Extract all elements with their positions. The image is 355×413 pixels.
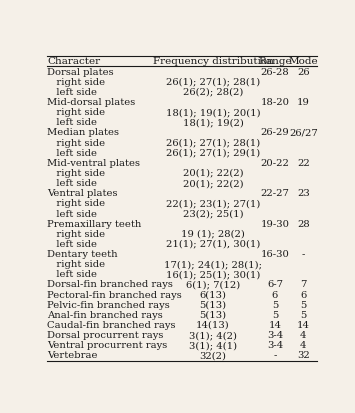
Text: right side: right side	[47, 260, 105, 268]
Text: 28: 28	[297, 219, 310, 228]
Text: 16-30: 16-30	[261, 249, 289, 259]
Text: 6(13): 6(13)	[200, 290, 226, 299]
Text: 7: 7	[300, 280, 306, 289]
Text: 17(1); 24(1); 28(1);: 17(1); 24(1); 28(1);	[164, 260, 262, 268]
Text: left side: left side	[47, 88, 97, 97]
Text: 23: 23	[297, 189, 310, 198]
Text: 26(2); 28(2): 26(2); 28(2)	[183, 88, 243, 97]
Text: right side: right side	[47, 108, 105, 117]
Text: Character: Character	[47, 57, 100, 66]
Text: 26-28: 26-28	[261, 67, 289, 76]
Text: 19-30: 19-30	[261, 219, 289, 228]
Text: 20(1); 22(2): 20(1); 22(2)	[182, 169, 243, 178]
Text: 6(1); 7(12): 6(1); 7(12)	[186, 280, 240, 289]
Text: right side: right side	[47, 199, 105, 208]
Text: -: -	[302, 249, 305, 259]
Text: Dorsal plates: Dorsal plates	[47, 67, 114, 76]
Text: left side: left side	[47, 148, 97, 157]
Text: 19: 19	[297, 98, 310, 107]
Text: Ventral procurrent rays: Ventral procurrent rays	[47, 340, 167, 349]
Text: 5: 5	[300, 310, 306, 319]
Text: right side: right side	[47, 78, 105, 86]
Text: 3-4: 3-4	[267, 330, 283, 339]
Text: Premaxillary teeth: Premaxillary teeth	[47, 219, 142, 228]
Text: 16(1); 25(1); 30(1): 16(1); 25(1); 30(1)	[166, 270, 260, 279]
Text: 21(1); 27(1), 30(1): 21(1); 27(1), 30(1)	[166, 240, 260, 248]
Text: 32(2): 32(2)	[200, 351, 226, 360]
Text: Vertebrae: Vertebrae	[47, 351, 98, 360]
Text: 18(1); 19(1); 20(1): 18(1); 19(1); 20(1)	[166, 108, 260, 117]
Text: Dentary teeth: Dentary teeth	[47, 249, 118, 259]
Text: left side: left side	[47, 270, 97, 279]
Text: Dorsal-fin branched rays: Dorsal-fin branched rays	[47, 280, 173, 289]
Text: 26/27: 26/27	[289, 128, 318, 137]
Text: 5: 5	[272, 310, 278, 319]
Text: 14: 14	[268, 320, 282, 329]
Text: Mid-dorsal plates: Mid-dorsal plates	[47, 98, 135, 107]
Text: right side: right side	[47, 229, 105, 238]
Text: 22(1); 23(1); 27(1): 22(1); 23(1); 27(1)	[166, 199, 260, 208]
Text: 26(1); 27(1); 29(1): 26(1); 27(1); 29(1)	[166, 148, 260, 157]
Text: 6-7: 6-7	[267, 280, 283, 289]
Text: 3(1); 4(1): 3(1); 4(1)	[189, 340, 237, 349]
Text: Dorsal procurrent rays: Dorsal procurrent rays	[47, 330, 164, 339]
Text: Frequency distribution: Frequency distribution	[153, 57, 273, 66]
Text: 22: 22	[297, 159, 310, 167]
Text: 6: 6	[300, 290, 306, 299]
Text: Mid-ventral plates: Mid-ventral plates	[47, 159, 140, 167]
Text: 20-22: 20-22	[261, 159, 289, 167]
Text: 26-29: 26-29	[261, 128, 289, 137]
Text: Ventral plates: Ventral plates	[47, 189, 118, 198]
Text: 23(2); 25(1): 23(2); 25(1)	[182, 209, 243, 218]
Text: 22-27: 22-27	[261, 189, 289, 198]
Text: Anal-fin branched rays: Anal-fin branched rays	[47, 310, 163, 319]
Text: Median plates: Median plates	[47, 128, 119, 137]
Text: left side: left side	[47, 118, 97, 127]
Text: 5(13): 5(13)	[200, 300, 226, 309]
Text: 3(1); 4(2): 3(1); 4(2)	[189, 330, 237, 339]
Text: 20(1); 22(2): 20(1); 22(2)	[182, 179, 243, 188]
Text: Range: Range	[258, 57, 292, 66]
Text: -: -	[273, 351, 277, 360]
Text: left side: left side	[47, 240, 97, 248]
Text: 4: 4	[300, 340, 306, 349]
Text: Pelvic-fin branched rays: Pelvic-fin branched rays	[47, 300, 170, 309]
Text: 26(1); 27(1); 28(1): 26(1); 27(1); 28(1)	[166, 138, 260, 147]
Text: 4: 4	[300, 330, 306, 339]
Text: left side: left side	[47, 179, 97, 188]
Text: 18(1); 19(2): 18(1); 19(2)	[182, 118, 244, 127]
Text: 3-4: 3-4	[267, 340, 283, 349]
Text: 5: 5	[272, 300, 278, 309]
Text: 19 (1); 28(2): 19 (1); 28(2)	[181, 229, 245, 238]
Text: 32: 32	[297, 351, 310, 360]
Text: 26: 26	[297, 67, 310, 76]
Text: left side: left side	[47, 209, 97, 218]
Text: right side: right side	[47, 138, 105, 147]
Text: 18-20: 18-20	[261, 98, 289, 107]
Text: Pectoral-fin branched rays: Pectoral-fin branched rays	[47, 290, 182, 299]
Text: Mode: Mode	[289, 57, 318, 66]
Text: 14(13): 14(13)	[196, 320, 230, 329]
Text: 14: 14	[297, 320, 310, 329]
Text: 6: 6	[272, 290, 278, 299]
Text: 26(1); 27(1); 28(1): 26(1); 27(1); 28(1)	[166, 78, 260, 86]
Text: 5: 5	[300, 300, 306, 309]
Text: right side: right side	[47, 169, 105, 178]
Text: Caudal-fin branched rays: Caudal-fin branched rays	[47, 320, 176, 329]
Text: 5(13): 5(13)	[200, 310, 226, 319]
